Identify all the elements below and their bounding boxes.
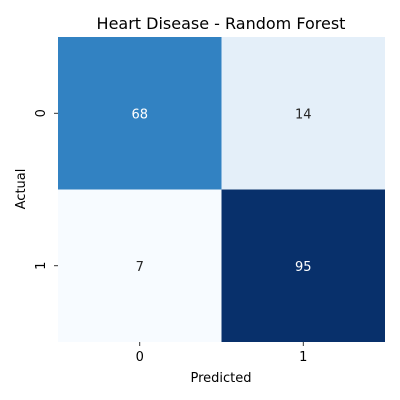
heatmap-cell-r0-c0 [58, 37, 222, 190]
chart-title: Heart Disease - Random Forest [97, 14, 346, 33]
y-tick-label: 0 [34, 109, 49, 117]
cell-value-label: 95 [295, 260, 312, 275]
axis-ticks: 0 1 0 1 [34, 109, 307, 365]
heatmap-cells: 68 14 7 95 [58, 37, 385, 342]
cell-value-label: 14 [295, 107, 312, 122]
heatmap-cell-r1-c1 [221, 189, 385, 342]
heatmap-cell-r0-c1 [221, 37, 385, 190]
cell-value-label: 68 [131, 107, 148, 122]
y-axis-label: Actual [14, 169, 29, 210]
x-tick-label: 0 [136, 350, 144, 365]
y-tick-label: 1 [34, 262, 49, 270]
x-axis-label: Predicted [190, 371, 251, 386]
cell-value-label: 7 [136, 260, 144, 275]
heatmap-cell-r1-c0 [58, 189, 222, 342]
x-tick-label: 1 [299, 350, 307, 365]
